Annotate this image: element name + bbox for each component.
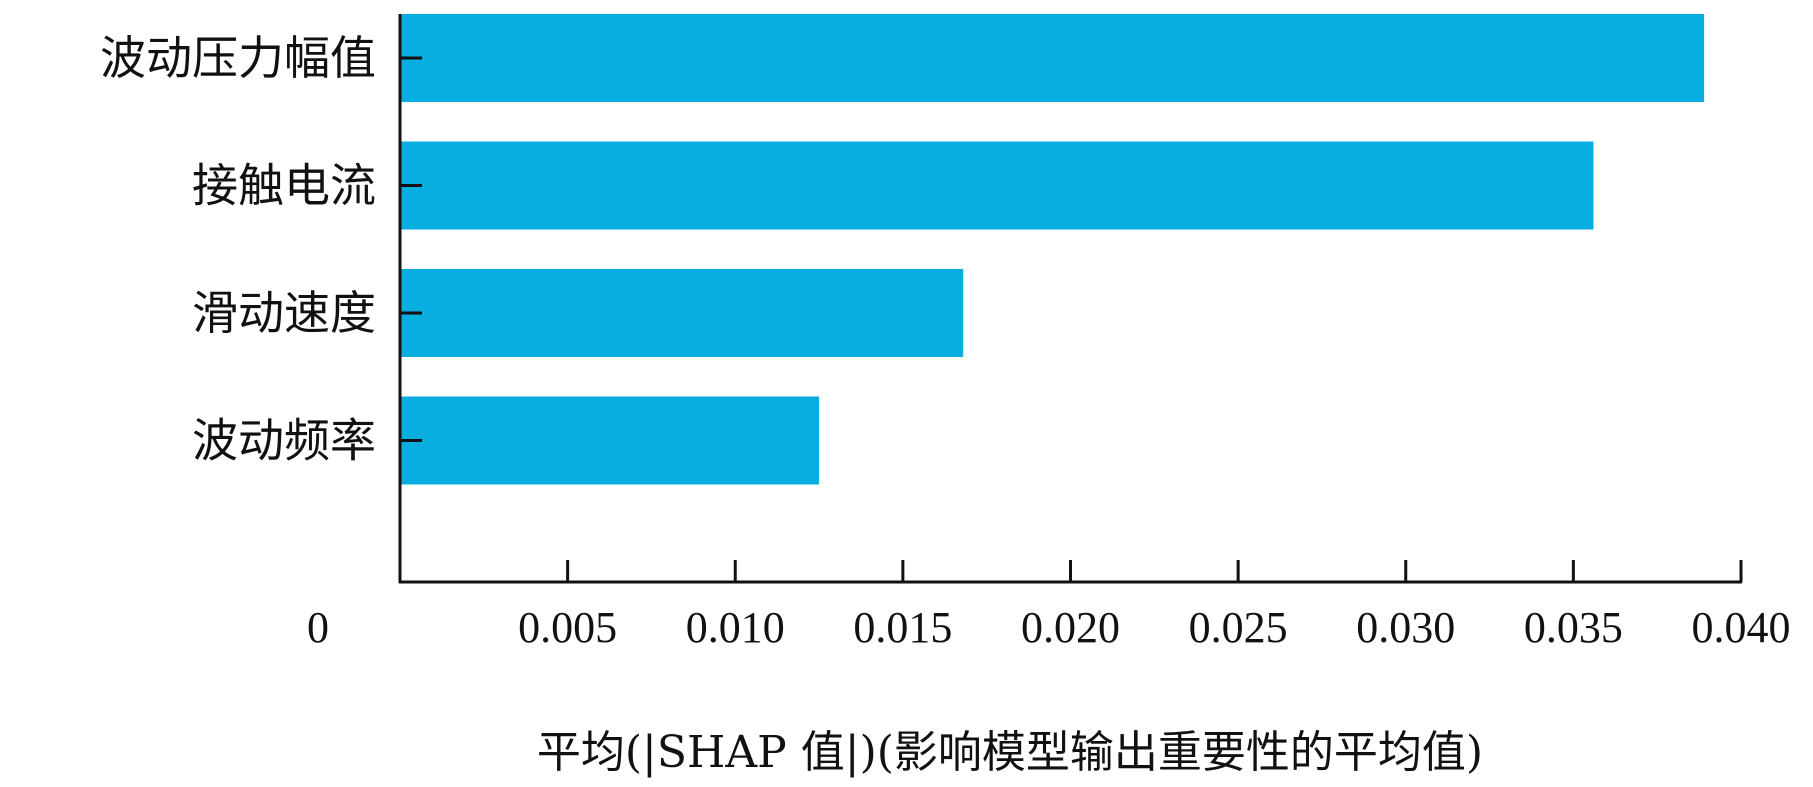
x-tick-label-4: 0.020 (1021, 603, 1120, 652)
category-label-2: 滑动速度 (192, 286, 376, 340)
x-axis-title: 平均(|SHAP 值|)(影响模型输出重要性的平均值) (537, 727, 1483, 778)
bar-0 (400, 14, 1705, 102)
bars-group (400, 14, 1705, 485)
x-tick-label-3: 0.015 (853, 603, 952, 652)
x-tick-label-2: 0.010 (686, 603, 785, 652)
ticks-group (400, 56, 1743, 582)
x-tick-label-5: 0.025 (1189, 603, 1288, 652)
category-label-0: 波动压力幅值 (100, 31, 376, 85)
bar-2 (400, 269, 964, 357)
x-tick-label-6: 0.030 (1356, 603, 1455, 652)
x-tick-label-8: 0.040 (1692, 603, 1791, 652)
x-tick-label-7: 0.035 (1524, 603, 1623, 652)
x-tick-label-1: 0.005 (518, 603, 617, 652)
bar-3 (400, 396, 820, 485)
x-tick-label-0: 0 (307, 603, 329, 652)
category-label-1: 接触电流 (192, 159, 376, 213)
category-label-3: 波动频率 (192, 414, 376, 468)
bar-1 (400, 141, 1594, 230)
